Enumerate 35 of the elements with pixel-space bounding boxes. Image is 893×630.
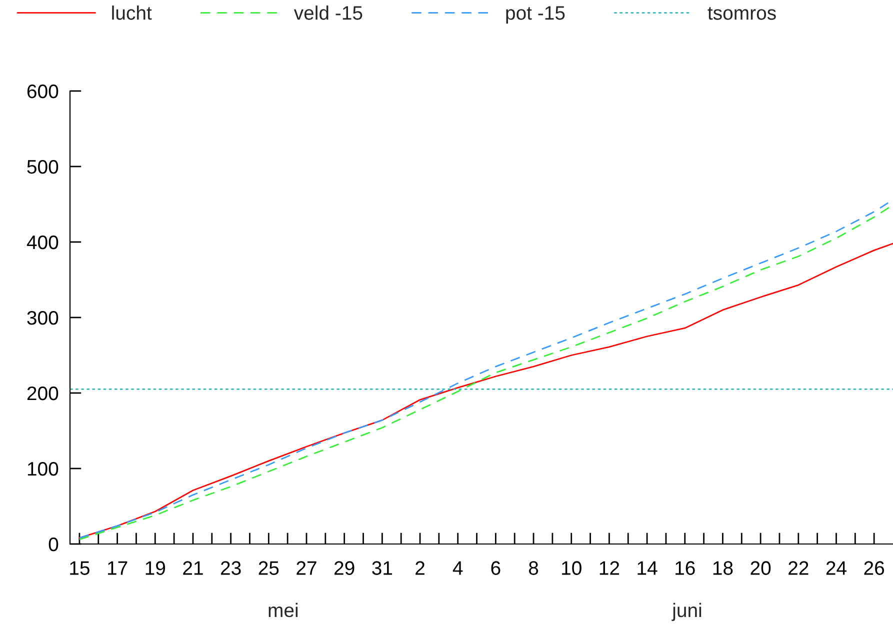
y-tick-label: 600 — [27, 84, 58, 98]
x-tick-label: 19 — [146, 561, 166, 575]
y-tick-label: 500 — [27, 160, 58, 174]
y-tick-label: 200 — [27, 386, 58, 400]
x-tick-label: 27 — [296, 561, 316, 575]
y-tick-label: 0 — [48, 537, 58, 552]
x-tick-label: 21 — [183, 561, 203, 575]
x-tick-label: 10 — [562, 561, 582, 575]
x-tick-label: 25 — [258, 561, 279, 575]
x-tick-label: 14 — [638, 561, 658, 575]
x-tick-label: 23 — [220, 561, 241, 575]
text: mei — [268, 602, 298, 618]
x-tick-label: 17 — [108, 561, 128, 575]
y-tick-label: 100 — [28, 462, 58, 476]
y-tick-label: 400 — [26, 235, 58, 250]
x-tick-label: 20 — [750, 561, 771, 575]
x-tick-label: 12 — [600, 561, 620, 575]
text: juni — [672, 602, 702, 622]
x-tick-label: 4 — [452, 561, 463, 575]
x-tick-label: 26 — [864, 561, 884, 575]
x-tick-label: 31 — [372, 561, 392, 575]
legend-label: lucht — [112, 6, 152, 20]
x-tick-label: 16 — [676, 561, 695, 575]
x-tick-label: 2 — [416, 561, 424, 575]
x-tick-label: 18 — [713, 561, 733, 575]
legend-label: veld -15 — [294, 6, 362, 20]
x-tick-label: 8 — [528, 561, 538, 575]
legend-label: tsomros — [708, 7, 776, 20]
x-tick-label: 24 — [826, 561, 846, 575]
y-tick-label: 300 — [27, 310, 58, 325]
x-tick-label: 15 — [70, 561, 90, 575]
x-tick-label: 22 — [788, 561, 808, 575]
x-tick-label: 6 — [491, 561, 500, 575]
legend-label: pot -15 — [506, 6, 565, 24]
x-tick-label: 29 — [334, 561, 354, 575]
